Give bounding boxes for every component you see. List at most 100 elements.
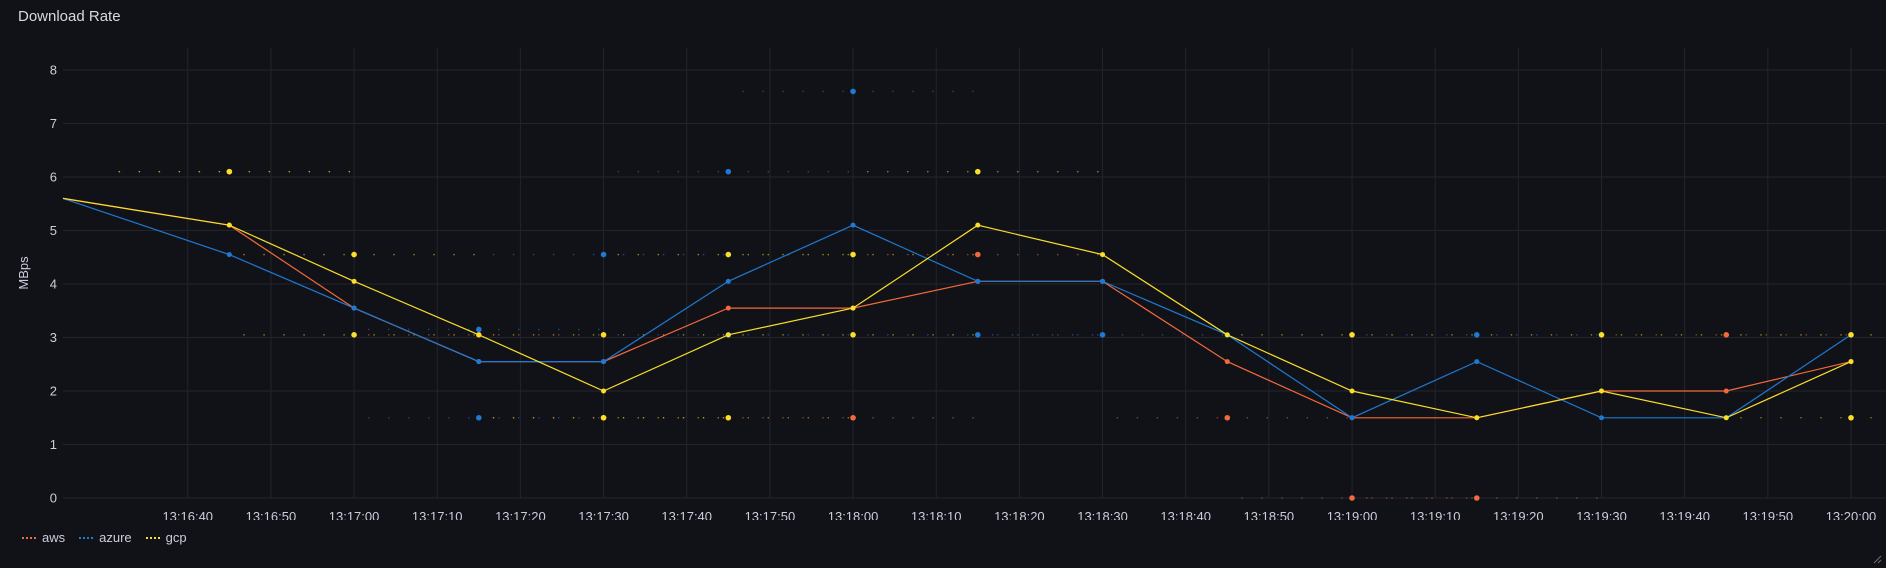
trail-dot-azure xyxy=(572,253,575,256)
trail-dot-gcp xyxy=(572,334,575,336)
trail-dot-azure xyxy=(1555,334,1558,336)
trail-dot-azure xyxy=(598,416,600,419)
trail-dot-aws xyxy=(1471,497,1473,499)
x-tick-label-13-19-20: 13:19:20 xyxy=(1493,509,1544,520)
trail-dot-azure xyxy=(428,328,430,331)
y-tick-label-3: 3 xyxy=(50,330,57,345)
trail-dot-gcp xyxy=(323,334,325,336)
trail-dot-aws xyxy=(1765,334,1768,336)
trail-dot-azure xyxy=(518,416,520,419)
trail-dot-gcp xyxy=(433,253,435,256)
trail-dot-aws xyxy=(368,334,370,336)
y-tick-label-1: 1 xyxy=(50,437,57,452)
trail-dot-gcp xyxy=(1820,334,1822,336)
trail-dot-aws xyxy=(1745,334,1748,336)
trail-dot-gcp xyxy=(1550,334,1553,336)
trail-dot-gcp xyxy=(453,334,455,336)
legend-item-aws[interactable]: aws xyxy=(22,530,65,545)
trail-dot-gcp xyxy=(697,416,700,419)
trail-dot-gcp xyxy=(1780,334,1782,336)
trail-dot-gcp xyxy=(1341,334,1343,336)
trail-dot-azure xyxy=(1091,334,1094,336)
trail-dot-azure xyxy=(1575,334,1578,336)
dotted-trail-azure xyxy=(368,90,1598,419)
series-point-azure-10 xyxy=(1349,415,1355,421)
trail-dot-aws xyxy=(1715,334,1718,336)
trail-dot-aws xyxy=(448,334,450,336)
trail-dot-gcp xyxy=(926,170,929,173)
trail-dot-gcp xyxy=(702,416,705,419)
x-tick-label-13-17-20: 13:17:20 xyxy=(495,509,546,520)
legend: aws azure gcp xyxy=(22,530,187,545)
series-point-gcp-7 xyxy=(975,222,981,228)
trail-dot-gcp xyxy=(118,170,121,173)
series-point-azure-4 xyxy=(601,359,607,365)
panel-title[interactable]: Download Rate xyxy=(18,8,121,25)
scatter-point-azure-5 xyxy=(850,88,856,95)
trail-dot-aws xyxy=(1451,497,1453,499)
trail-dot-gcp xyxy=(932,334,934,336)
trail-dot-aws xyxy=(906,253,909,256)
trail-dot-azure xyxy=(787,334,790,336)
scatter-point-gcp-1 xyxy=(351,251,357,258)
trail-dot-azure xyxy=(368,328,370,331)
trail-dot-azure xyxy=(722,253,725,256)
trail-dot-aws xyxy=(1176,416,1179,419)
trail-dot-azure xyxy=(1011,334,1014,336)
trail-dot-gcp xyxy=(1451,334,1453,336)
trail-dot-azure xyxy=(697,334,700,336)
trail-dot-aws xyxy=(518,334,520,336)
trail-dot-azure xyxy=(617,170,620,173)
trail-dot-gcp xyxy=(697,253,700,256)
trail-dot-azure xyxy=(886,334,889,336)
trail-dot-azure xyxy=(1465,334,1468,336)
trail-dot-aws xyxy=(1076,253,1079,256)
trail-dot-aws xyxy=(1136,416,1139,419)
trail-dot-azure xyxy=(468,416,470,419)
legend-item-azure[interactable]: azure xyxy=(79,530,132,545)
x-tick-label-13-18-40: 13:18:40 xyxy=(1160,509,1211,520)
trail-dot-azure xyxy=(578,328,580,331)
scatter-point-gcp-13 xyxy=(1848,414,1854,421)
trail-dot-gcp xyxy=(1760,334,1762,336)
scatter-point-aws-5 xyxy=(1224,414,1231,421)
trail-dot-aws xyxy=(912,416,914,419)
trail-dot-gcp xyxy=(393,253,395,256)
trail-dot-aws xyxy=(388,334,390,336)
trail-dot-gcp xyxy=(1840,416,1842,419)
x-tick-label-13-17-00: 13:17:00 xyxy=(329,509,380,520)
trail-dot-azure xyxy=(946,334,949,336)
trail-dot-aws xyxy=(1825,334,1828,336)
series-point-gcp-1 xyxy=(226,222,232,228)
trail-dot-gcp xyxy=(617,253,620,256)
trail-dot-azure xyxy=(1445,334,1448,336)
scatter-point-gcp-10 xyxy=(1349,332,1355,338)
y-tick-label-0: 0 xyxy=(50,491,57,506)
trail-dot-aws xyxy=(1515,497,1518,499)
resize-handle-icon[interactable] xyxy=(1872,554,1882,564)
trail-dot-aws xyxy=(558,334,560,336)
trail-dot-gcp xyxy=(972,334,974,336)
trail-dot-gcp xyxy=(552,334,555,336)
trail-dot-gcp xyxy=(682,416,685,419)
scatter-point-aws-6 xyxy=(1349,495,1355,501)
trail-dot-azure xyxy=(558,328,560,331)
trail-dot-gcp xyxy=(1471,334,1473,336)
trail-dot-gcp xyxy=(343,334,345,336)
trail-dot-aws xyxy=(1411,497,1413,499)
trail-dot-azure xyxy=(991,334,994,336)
y-tick-label-8: 8 xyxy=(50,63,57,78)
scatter-point-azure-7 xyxy=(1099,332,1106,338)
legend-item-gcp[interactable]: gcp xyxy=(145,530,187,545)
chart-plot-area[interactable]: MBps 0 1 2 3 4 5 6 7 8 13:16:40 13:16:50 13:17:00 13:… xyxy=(0,0,1886,520)
trail-dot-azure xyxy=(717,334,720,336)
series-point-azure-2 xyxy=(351,305,357,311)
trail-dot-aws xyxy=(1615,334,1618,336)
trail-dot-azure xyxy=(498,328,500,331)
trail-dot-gcp xyxy=(822,253,824,256)
trail-dot-aws xyxy=(1286,416,1289,419)
trail-dot-azure xyxy=(657,170,660,173)
trail-dot-aws xyxy=(598,334,600,336)
trail-dot-gcp xyxy=(268,170,271,173)
trail-dot-aws xyxy=(1301,497,1303,499)
